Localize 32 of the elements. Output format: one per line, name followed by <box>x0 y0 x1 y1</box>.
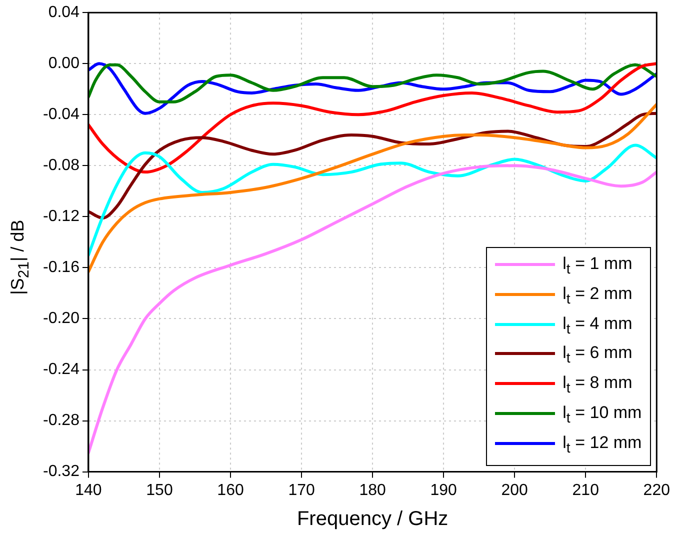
y-tick-label: -0.20 <box>43 310 80 328</box>
x-tick-label: 180 <box>359 482 386 499</box>
legend-label: l$_{t}$ = 1 mm <box>562 252 634 280</box>
y-tick-label: -0.04 <box>43 106 80 124</box>
line-series <box>88 102 657 274</box>
line-series <box>88 164 657 454</box>
x-tick-label: 170 <box>288 482 315 499</box>
x-tick-label: 210 <box>572 482 600 499</box>
x-tick-label: 150 <box>146 482 173 499</box>
y-tick-label: -0.12 <box>43 208 80 226</box>
y-tick-label: -0.28 <box>43 412 80 430</box>
y-tick-label: -0.16 <box>43 259 80 276</box>
y-tick-label: -0.24 <box>43 361 80 378</box>
x-tick-label: 220 <box>643 482 670 499</box>
y-tick-label: -0.32 <box>43 463 80 480</box>
line-series <box>88 144 657 256</box>
legend-label: l$_{t}$ = 10 mm <box>562 402 642 429</box>
x-tick-label: 160 <box>217 482 244 499</box>
legend-label: l$_{t}$ = 6 mm <box>562 342 634 369</box>
x-tick-label: 140 <box>75 482 102 499</box>
legend-label: l$_{t}$ = 4 mm <box>562 312 634 339</box>
x-tick-label: 200 <box>501 482 528 499</box>
x-axis-title: Frequency / GHz <box>296 508 450 531</box>
x-tick-label: 190 <box>430 482 458 499</box>
line-series <box>88 63 657 104</box>
y-tick-label: 0.00 <box>48 55 80 72</box>
legend-label: l$_{t}$ = 2 mm <box>562 282 634 310</box>
y-tick-label: -0.08 <box>43 157 80 174</box>
legend-label: l$_{t}$ = 8 mm <box>562 372 634 399</box>
legend-label: l$_{t}$ = 12 mm <box>562 432 642 459</box>
line-series <box>88 62 657 174</box>
y-tick-label: 0.04 <box>48 4 80 22</box>
